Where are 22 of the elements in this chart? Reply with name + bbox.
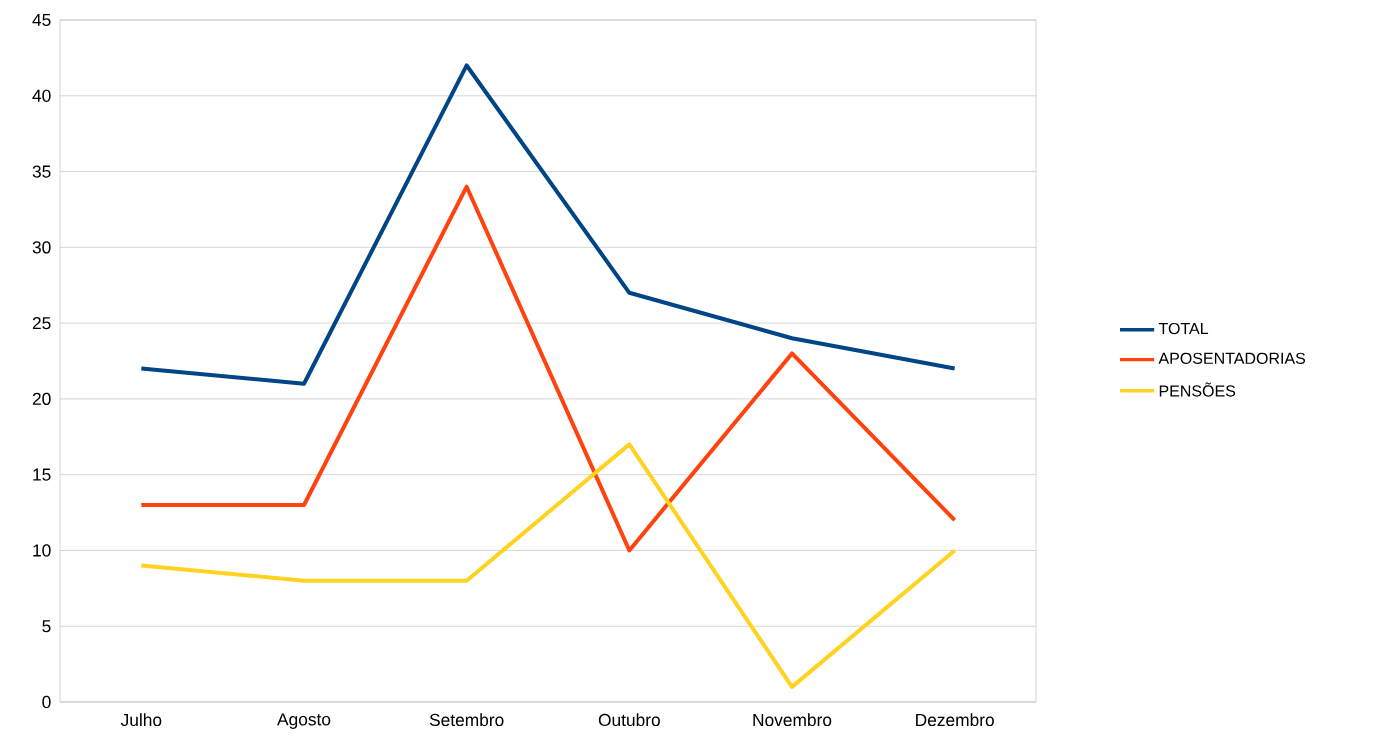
legend-label: TOTAL [1158,322,1209,335]
x-tick-label: Setembro [429,713,504,727]
y-tick-label: 35 [32,165,51,178]
line-series [139,184,957,553]
y-tick-label: 40 [32,89,51,102]
x-tick-label: Agosto [277,713,331,729]
y-tick-label: 45 [32,13,51,27]
x-tick-label: Novembro [753,713,832,727]
line-series [139,442,957,689]
y-tick-label: 30 [32,241,51,254]
legend-label: PENSÕES [1159,382,1236,397]
y-tick-label: 25 [32,316,51,330]
y-tick-label: 5 [42,620,51,633]
legend-label: APOSENTADORIAS [1158,352,1306,364]
y-tick-label: 10 [33,544,51,557]
x-tick-label: Dezembro [916,713,994,727]
x-tick-label: Outubro [598,713,660,727]
y-tick-label: 0 [42,695,51,709]
y-tick-label: 20 [32,392,51,406]
line-series [139,63,957,386]
y-tick-label: 15 [33,468,51,481]
x-tick-label: Julho [120,713,162,727]
